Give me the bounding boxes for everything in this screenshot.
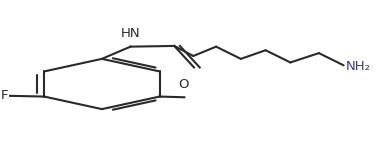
Text: O: O: [178, 78, 189, 90]
Text: F: F: [0, 89, 8, 102]
Text: HN: HN: [121, 27, 140, 40]
Text: NH₂: NH₂: [346, 60, 370, 73]
